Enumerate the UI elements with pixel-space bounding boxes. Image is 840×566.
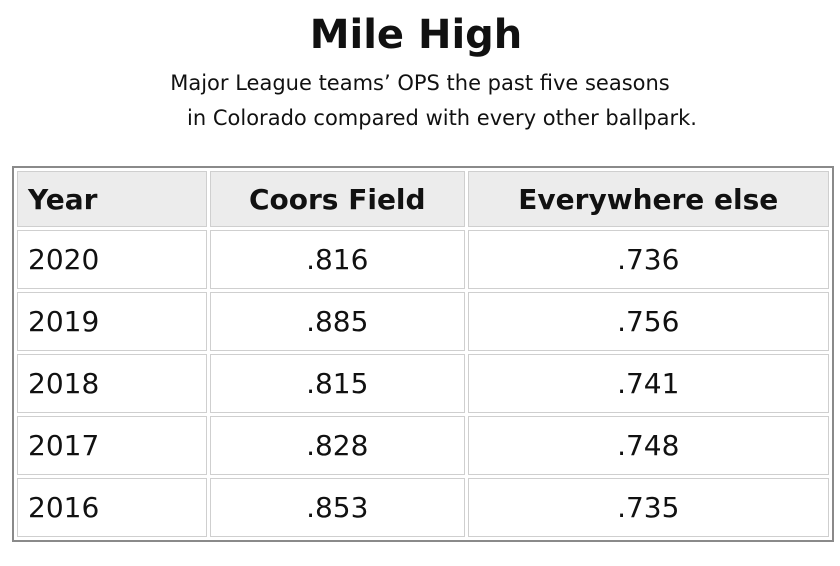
table-body: 2020.816.736 2019.885.756 2018.815.741 2017… <box>17 230 829 537</box>
table-head: Year Coors Field Everywhere else <box>17 171 829 227</box>
table-cell: .816 <box>210 230 465 289</box>
table-row: 2020.816.736 <box>17 230 829 289</box>
table-cell: 2018 <box>17 354 207 413</box>
subtitle: Major League teams’ OPS the past five se… <box>0 66 840 136</box>
table-cell: 2017 <box>17 416 207 475</box>
table-cell: .815 <box>210 354 465 413</box>
title: Mile High <box>309 12 523 58</box>
column-header: Year <box>17 171 207 227</box>
data-table: Year Coors Field Everywhere else 2020.816.7… <box>12 166 834 542</box>
column-header: Everywhere else <box>467 171 829 227</box>
header-row: Year Coors Field Everywhere else <box>17 171 829 227</box>
column-header: Coors Field <box>210 171 465 227</box>
table-cell: .756 <box>467 292 829 351</box>
table-row: 2016.853.735 <box>17 478 829 537</box>
table-cell: 2020 <box>17 230 207 289</box>
table-row: 2019.885.756 <box>17 292 829 351</box>
table-cell: .736 <box>467 230 829 289</box>
table-cell: 2019 <box>17 292 207 351</box>
table-cell: .853 <box>210 478 465 537</box>
table-cell: .828 <box>210 416 465 475</box>
table-row: 2017.828.748 <box>17 416 829 475</box>
table-row: 2018.815.741 <box>17 354 829 413</box>
table-cell: .735 <box>467 478 829 537</box>
table-cell: 2016 <box>17 478 207 537</box>
table-cell: .741 <box>467 354 829 413</box>
table-cell: .748 <box>467 416 829 475</box>
table-cell: .885 <box>210 292 465 351</box>
subtitle-line: Major League teams’ OPS the past five se… <box>170 71 670 95</box>
subtitle-line: in Colorado compared with every other ba… <box>187 106 697 130</box>
